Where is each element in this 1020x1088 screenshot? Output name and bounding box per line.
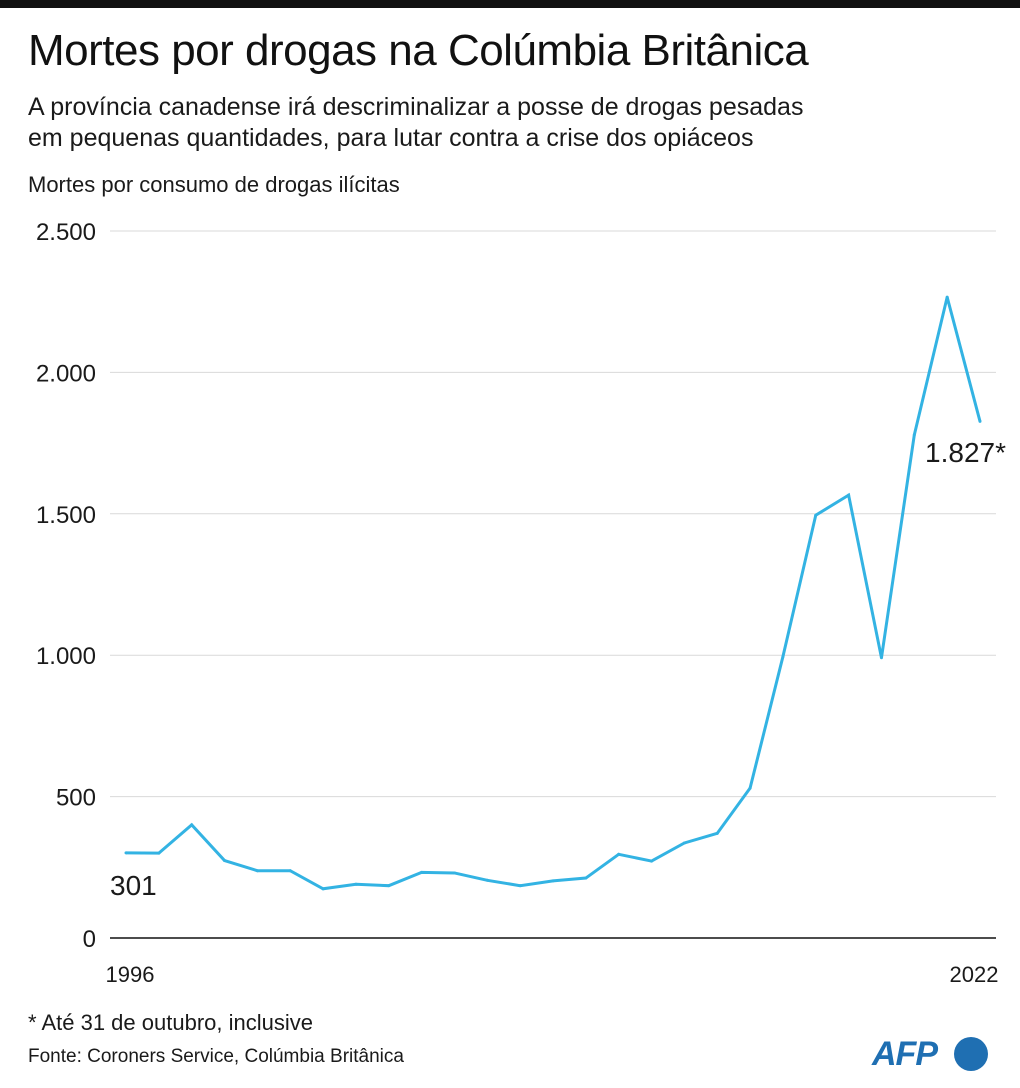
chart-subtitle: A província canadense irá descriminaliza… (28, 92, 968, 154)
data-point (190, 823, 194, 827)
data-point (485, 878, 489, 882)
top-rule (0, 0, 1020, 8)
subtitle-line-1: A província canadense irá descriminaliza… (28, 93, 804, 121)
source-note: Fonte: Coroners Service, Colúmbia Britân… (28, 1046, 404, 1067)
line-chart: 0 500 1.000 1.500 2.000 2.500 1996 2022 301 1.827… (36, 219, 1006, 987)
data-point (420, 870, 424, 874)
data-point (650, 859, 654, 863)
y-tick-label: 500 (56, 785, 96, 812)
data-point (879, 656, 883, 660)
data-point (978, 419, 982, 423)
y-tick-label: 2.000 (36, 360, 96, 387)
series-line (125, 296, 982, 891)
y-axis-title: Mortes por consumo de drogas ilícitas (28, 172, 400, 197)
data-point (748, 786, 752, 790)
y-tick-label: 1.000 (36, 643, 96, 670)
footnote: * Até 31 de outubro, inclusive (28, 1010, 313, 1035)
x-tick-label: 2022 (950, 962, 999, 987)
data-point (452, 871, 456, 875)
afp-logo-text: AFP (872, 1035, 938, 1073)
data-point (387, 884, 391, 888)
annotation-label: 1.827* (925, 437, 1006, 468)
data-point (912, 433, 916, 437)
data-point (124, 851, 128, 855)
data-point (157, 851, 161, 855)
data-point (814, 513, 818, 517)
data-point (288, 869, 292, 873)
data-point (354, 882, 358, 886)
data-point (715, 831, 719, 835)
x-tick-label: 1996 (106, 962, 155, 987)
annotation-label: 301 (110, 870, 157, 901)
y-tick-label: 0 (83, 926, 96, 953)
afp-logo-dot (954, 1037, 988, 1071)
data-point (223, 859, 227, 863)
subtitle-line-2: em pequenas quantidades, para lutar cont… (28, 124, 754, 152)
afp-logo: AFP (872, 1034, 992, 1074)
y-tick-label: 2.500 (36, 219, 96, 246)
data-point (781, 655, 785, 659)
data-point (551, 879, 555, 883)
chart-title: Mortes por drogas na Colúmbia Britânica (28, 26, 809, 75)
data-point (255, 869, 259, 873)
data-point (321, 887, 325, 891)
data-point (682, 841, 686, 845)
data-point (584, 876, 588, 880)
data-point (945, 295, 949, 299)
data-point (518, 884, 522, 888)
y-tick-label: 1.500 (36, 502, 96, 529)
data-point (617, 852, 621, 856)
data-point (847, 493, 851, 497)
